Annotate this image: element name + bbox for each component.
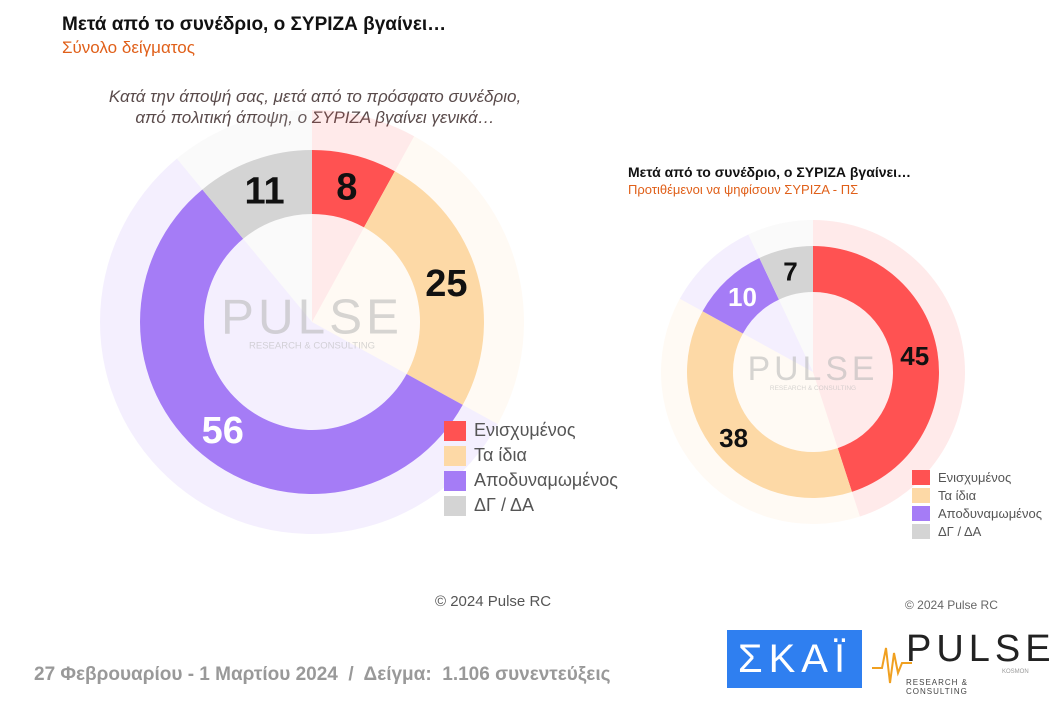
legend-item: ΔΓ / ΔΑ: [444, 493, 618, 518]
pulse-logo-tag: RESEARCH & CONSULTING: [906, 678, 969, 696]
data-label: 45: [900, 341, 929, 371]
slice-inner: [312, 227, 420, 375]
data-label: 10: [728, 282, 757, 312]
chart-title: Μετά από το συνέδριο, ο ΣΥΡΙΖΑ βγαίνει…: [62, 14, 447, 35]
question-line: Κατά την άποψή σας, μετά από το πρόσφατο…: [108, 87, 522, 106]
skai-logo-text: ΣΚΑΪ: [737, 636, 852, 681]
pulse-logo-text: PULSE: [906, 628, 1050, 670]
legend-secondary: Ενισχυμένος Τα ίδια Αποδυναμωμένος ΔΓ / ΔΑ: [912, 468, 1042, 540]
slice-inner: [204, 238, 407, 430]
legend-swatch: [444, 445, 466, 466]
legend-label: Ενισχυμένος: [938, 469, 1012, 485]
legend-swatch: [444, 420, 466, 441]
legend-item: Αποδυναμωμένος: [912, 504, 1042, 522]
copyright-secondary: © 2024 Pulse RC: [905, 598, 998, 612]
data-label: 56: [202, 410, 244, 452]
secondary-title: Μετά από το συνέδριο, ο ΣΥΡΙΖΑ βγαίνει…: [628, 164, 912, 180]
slice-halo: [661, 298, 860, 524]
slice-inner: [778, 292, 813, 372]
slice-3: [759, 246, 813, 300]
legend-item: Ενισχυμένος: [912, 468, 1042, 486]
watermark-tag: RESEARCH & CONSULTING: [770, 385, 856, 392]
question-line: από πολιτική άποψη, ο ΣΥΡΙΖΑ βγαίνει γεν…: [135, 108, 495, 127]
data-label: 11: [244, 171, 284, 213]
legend-item: Ενισχυμένος: [444, 418, 618, 443]
legend-label: Αποδυναμωμένος: [474, 470, 618, 490]
slice-halo: [312, 110, 415, 172]
slice-inner: [312, 214, 365, 322]
slice-halo: [679, 234, 760, 312]
slice-1: [687, 311, 852, 499]
slice-0: [813, 246, 940, 492]
legend-swatch: [912, 487, 930, 503]
slice-inner: [243, 214, 312, 322]
slice-inner: [813, 292, 893, 449]
watermark: PULSE: [221, 289, 403, 344]
slice-halo: [176, 110, 312, 190]
secondary-subtitle: Προτιθέμενοι να ψηφίσουν ΣΥΡΙΖΑ - ΠΣ: [628, 182, 859, 197]
legend-swatch: [912, 469, 930, 485]
legend-item: Τα ίδια: [444, 443, 618, 468]
slice-1: [364, 171, 484, 405]
question-text: Κατά την άποψή σας, μετά από το πρόσφατο…: [60, 86, 570, 128]
legend-main: Ενισχυμένος Τα ίδια Αποδυναμωμένος ΔΓ / ΔΑ: [444, 418, 618, 518]
legend-swatch: [912, 523, 930, 539]
pulse-wave-icon: [872, 647, 912, 684]
data-label: 25: [425, 263, 467, 305]
watermark: PULSE: [748, 350, 879, 388]
legend-swatch: [912, 505, 930, 521]
slice-halo: [813, 220, 966, 517]
legend-item: ΔΓ / ΔΑ: [912, 522, 1042, 540]
data-label: 38: [719, 423, 748, 453]
data-label: 8: [336, 167, 357, 209]
legend-item: Αποδυναμωμένος: [444, 468, 618, 493]
legend-label: ΔΓ / ΔΑ: [938, 523, 982, 539]
slice-2: [140, 189, 463, 494]
legend-item: Τα ίδια: [912, 486, 1042, 504]
slice-inner: [742, 299, 813, 372]
skai-logo: ΣΚΑΪ: [727, 630, 862, 688]
footer-text: 27 Φεβρουαρίου - 1 Μαρτίου 2024 / Δείγμα…: [34, 664, 611, 685]
slice-halo: [748, 220, 813, 258]
pulse-logo: PULSE KOSMON RESEARCH & CONSULTING: [872, 628, 1050, 696]
chart-subtitle: Σύνολο δείγματος: [62, 38, 195, 57]
legend-label: Αποδυναμωμένος: [938, 505, 1042, 521]
slice-0: [312, 150, 395, 228]
legend-label: Τα ίδια: [474, 445, 527, 465]
data-label: 7: [783, 257, 797, 287]
slice-halo: [394, 136, 524, 425]
legend-swatch: [444, 470, 466, 491]
legend-label: ΔΓ / ΔΑ: [474, 495, 534, 515]
legend-label: Τα ίδια: [938, 487, 977, 503]
legend-swatch: [444, 495, 466, 516]
slice-2: [702, 257, 779, 334]
pulse-logo-small: KOSMON: [1002, 669, 1029, 675]
slice-3: [202, 150, 312, 239]
slice-inner: [732, 333, 838, 453]
watermark-tag: RESEARCH & CONSULTING: [249, 341, 375, 352]
legend-label: Ενισχυμένος: [474, 420, 576, 440]
copyright-main: © 2024 Pulse RC: [435, 593, 552, 610]
